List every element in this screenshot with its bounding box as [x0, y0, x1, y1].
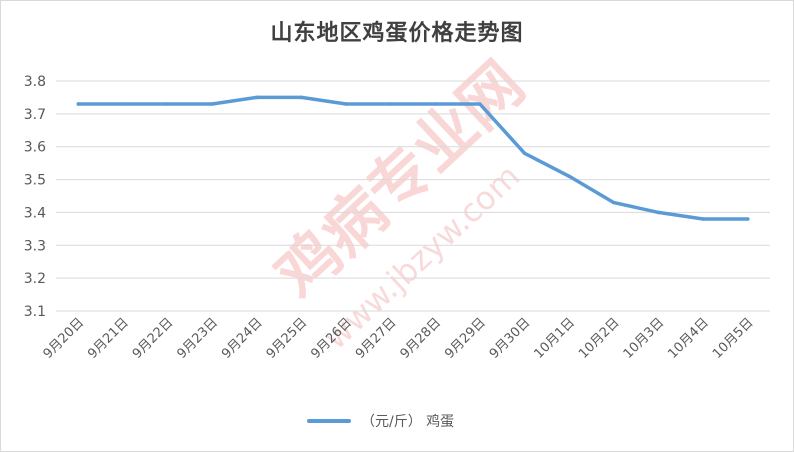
- x-tick-label: 10月4日: [665, 315, 712, 362]
- data-point: [299, 95, 304, 100]
- data-point: [76, 102, 81, 106]
- data-point: [433, 102, 438, 106]
- legend-swatch: [307, 419, 351, 423]
- x-tick-label: 9月25日: [264, 315, 311, 362]
- data-point: [656, 210, 661, 215]
- x-tick-label: 10月3日: [621, 315, 668, 362]
- x-tick-label: 9月30日: [487, 315, 534, 362]
- data-point: [701, 217, 705, 221]
- x-tick-label: 9月20日: [41, 315, 88, 362]
- x-tick-label: 10月2日: [576, 315, 623, 362]
- data-point: [612, 200, 616, 205]
- series-layer: [76, 95, 750, 221]
- x-tick-label: 10月1日: [531, 315, 578, 362]
- data-point: [165, 102, 170, 106]
- y-tick-label: 3.3: [24, 238, 46, 254]
- x-tick-label: 9月22日: [130, 315, 177, 362]
- series-line: [76, 95, 750, 221]
- data-point: [478, 102, 482, 106]
- legend: （元/斤） 鸡蛋: [307, 411, 454, 431]
- chart-title: 山东地区鸡蛋价格走势图: [270, 20, 524, 46]
- data-point: [745, 217, 750, 221]
- x-tick-label: 10月5日: [710, 315, 757, 362]
- y-tick-label: 3.2: [24, 271, 46, 287]
- x-axis-ticks: 9月20日9月21日9月22日9月23日9月24日9月25日9月26日9月27日…: [41, 315, 757, 362]
- data-point: [388, 102, 393, 106]
- x-tick-label: 9月21日: [85, 315, 132, 362]
- y-tick-label: 3.1: [24, 304, 46, 320]
- x-tick-label: 9月28日: [398, 315, 445, 362]
- y-tick-label: 3.5: [24, 173, 46, 189]
- watermark: 鸡病专业网 www.jbzyw.com: [261, 47, 538, 357]
- data-point: [255, 95, 259, 100]
- data-point: [522, 151, 527, 156]
- y-tick-label: 3.6: [24, 140, 46, 156]
- y-tick-label: 3.7: [24, 107, 46, 123]
- data-point: [344, 102, 348, 106]
- y-tick-label: 3.4: [24, 205, 46, 221]
- data-point: [121, 102, 125, 106]
- legend-label: （元/斤） 鸡蛋: [361, 414, 455, 430]
- data-point: [210, 102, 214, 106]
- x-tick-label: 9月29日: [442, 315, 489, 362]
- x-tick-label: 9月24日: [219, 315, 266, 362]
- x-tick-label: 9月23日: [174, 315, 221, 362]
- y-tick-label: 3.8: [24, 74, 46, 90]
- y-axis-ticks: 3.1 3.2 3.3 3.4 3.5 3.6 3.7 3.8: [24, 74, 46, 320]
- data-point: [567, 174, 571, 179]
